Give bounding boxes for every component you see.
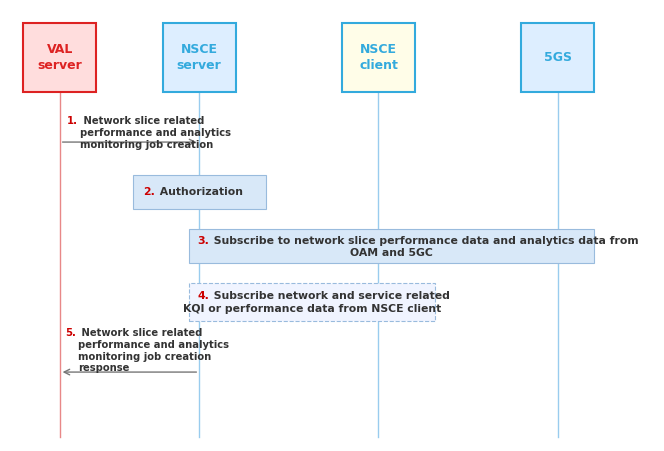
FancyBboxPatch shape	[133, 175, 266, 208]
FancyBboxPatch shape	[189, 229, 594, 262]
FancyBboxPatch shape	[342, 23, 415, 92]
Text: NSCE
client: NSCE client	[359, 43, 398, 72]
Text: 1.: 1.	[66, 116, 78, 126]
Text: Subscribe to network slice performance data and analytics data from: Subscribe to network slice performance d…	[210, 236, 639, 246]
Text: Authorization: Authorization	[156, 187, 243, 197]
Text: 4.: 4.	[197, 291, 209, 301]
FancyBboxPatch shape	[23, 23, 96, 92]
Text: VAL
server: VAL server	[37, 43, 82, 72]
FancyBboxPatch shape	[521, 23, 594, 92]
Text: 3.: 3.	[197, 236, 209, 246]
Text: 5.: 5.	[65, 328, 76, 338]
Text: NSCE
server: NSCE server	[177, 43, 222, 72]
Text: Network slice related
performance and analytics
monitoring job creation: Network slice related performance and an…	[80, 116, 230, 150]
Text: Network slice related
performance and analytics
monitoring job creation
response: Network slice related performance and an…	[78, 328, 229, 373]
Text: OAM and 5GC: OAM and 5GC	[351, 248, 433, 258]
Text: 5GS: 5GS	[544, 51, 572, 64]
Text: 2.: 2.	[143, 187, 155, 197]
Text: Subscribe network and service related: Subscribe network and service related	[210, 291, 450, 301]
Text: KQI or performance data from NSCE client: KQI or performance data from NSCE client	[183, 304, 441, 314]
FancyBboxPatch shape	[189, 283, 435, 321]
FancyBboxPatch shape	[163, 23, 236, 92]
